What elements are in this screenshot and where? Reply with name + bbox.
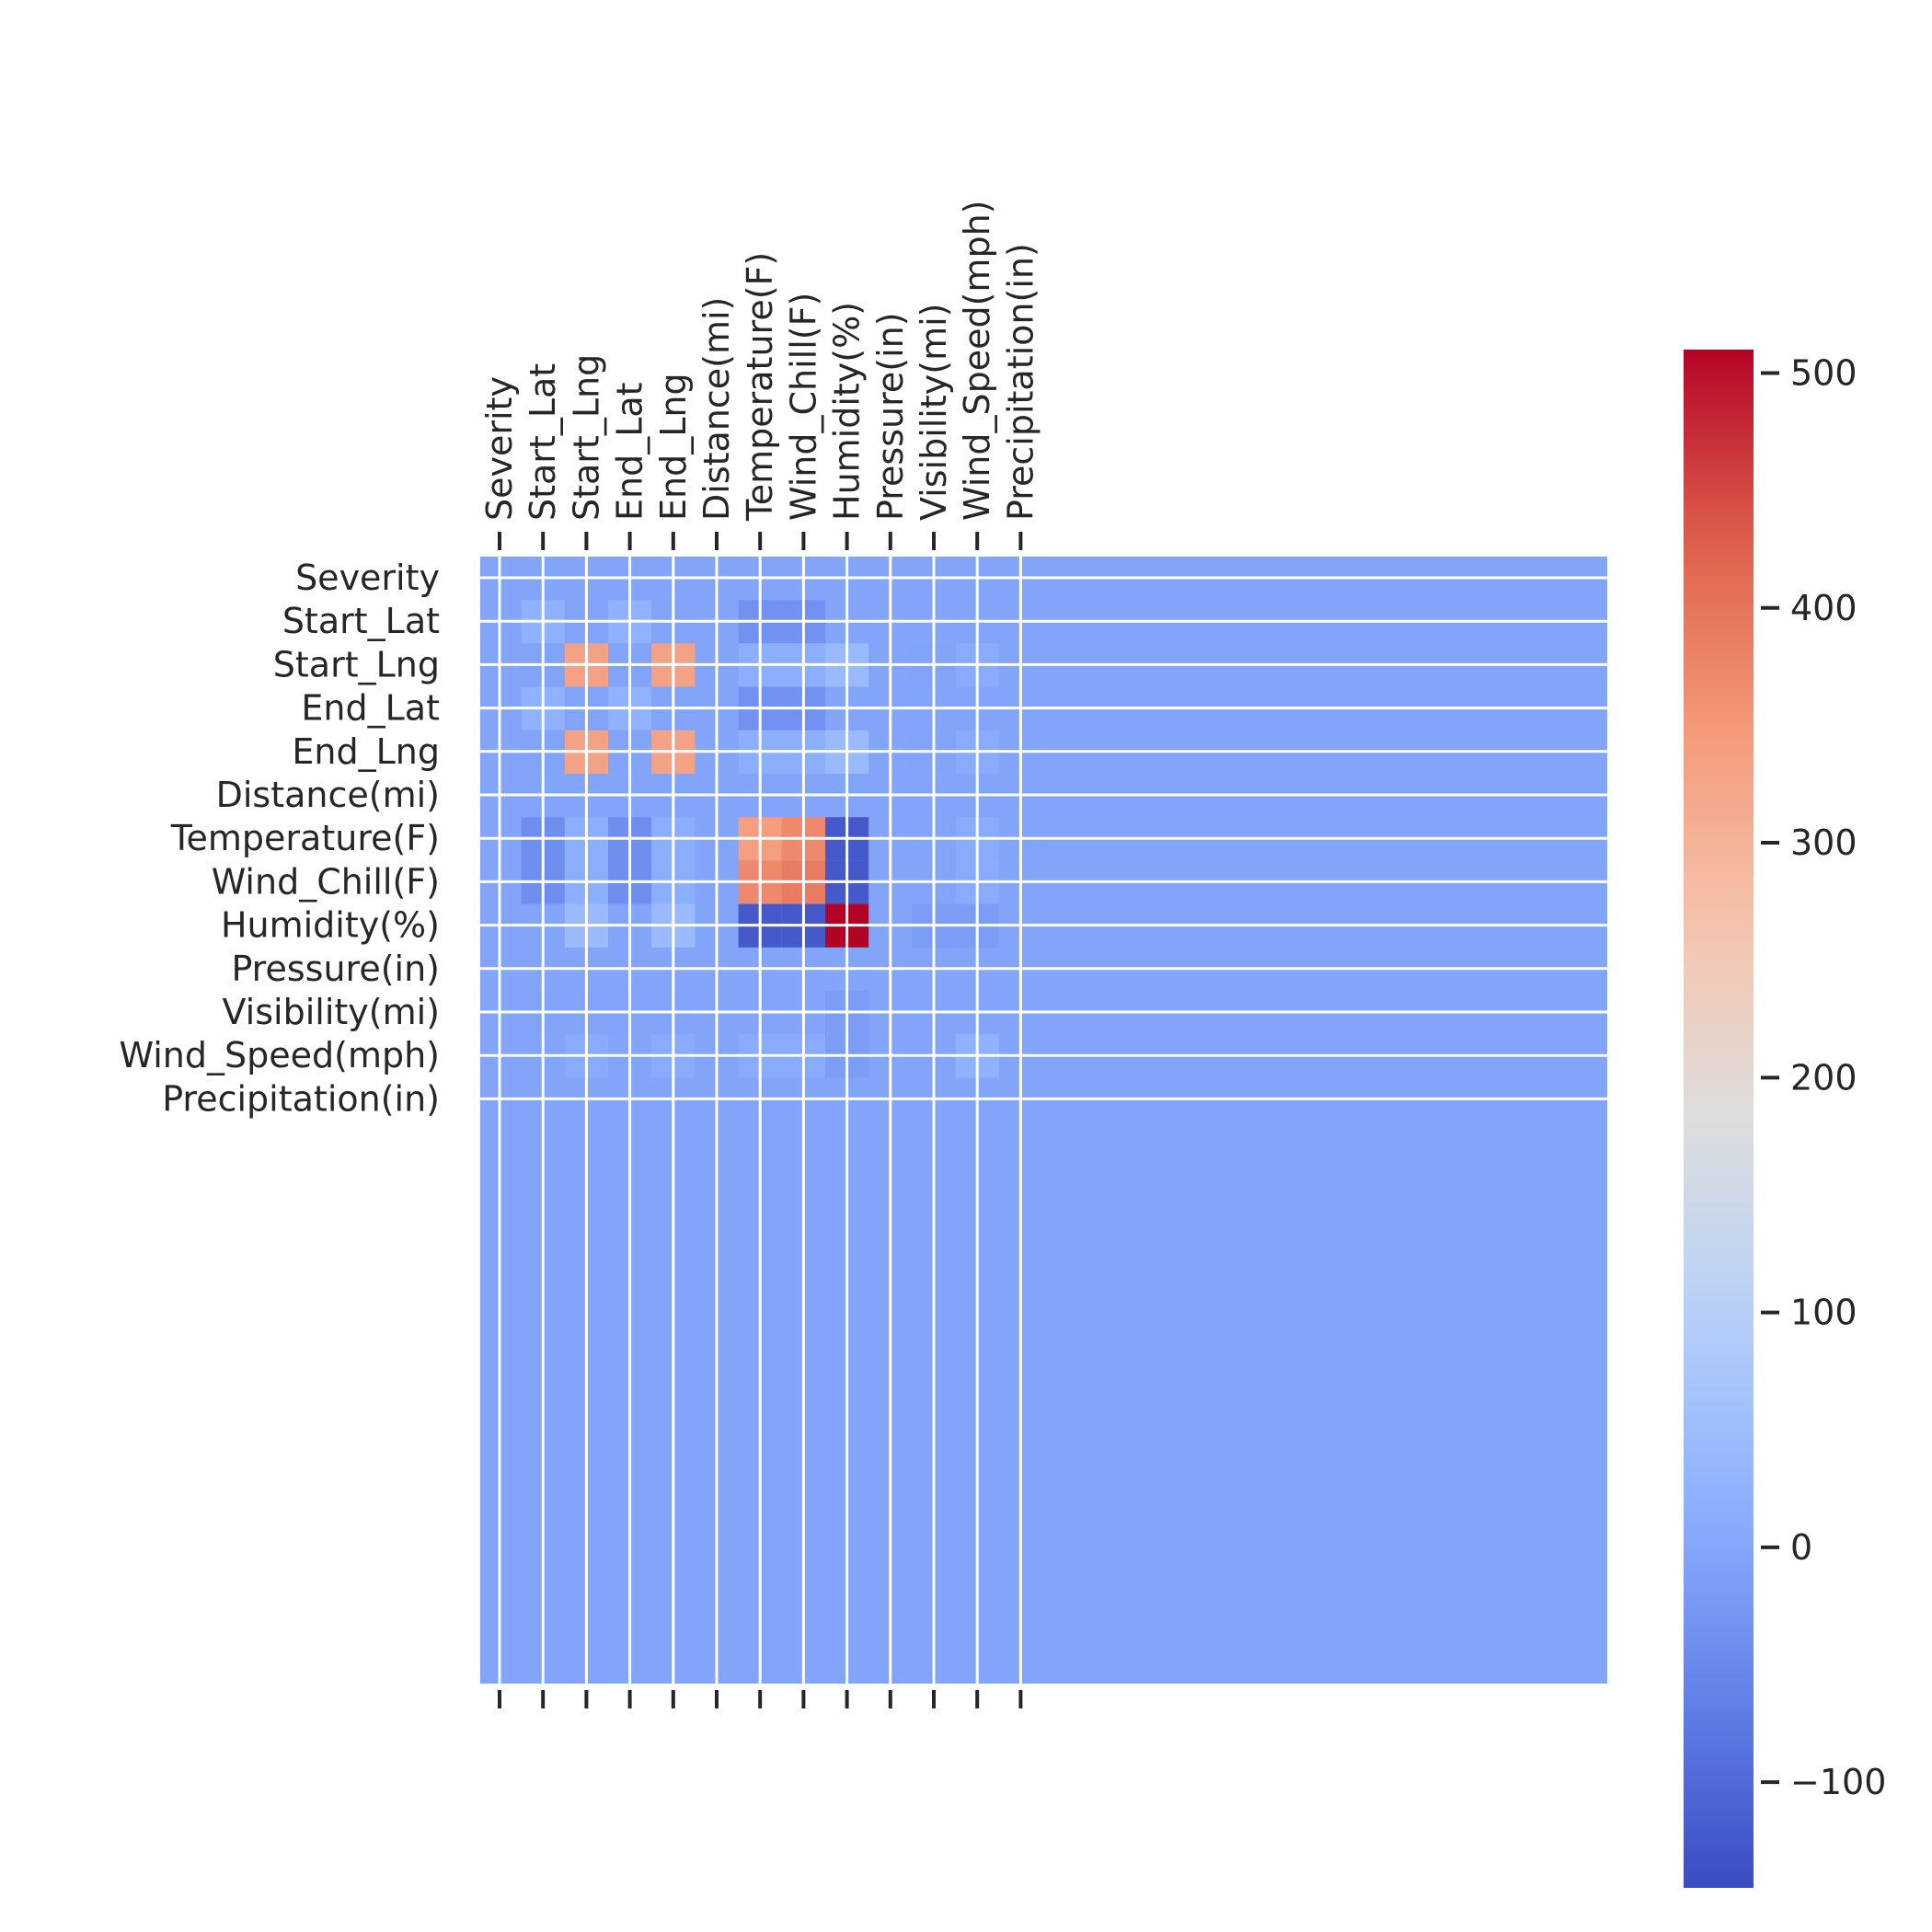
colorbar-tick-label: 0: [1790, 1527, 1812, 1568]
x-tick-label: Visibility(mi): [914, 304, 954, 521]
colorbar-tick-label: 200: [1790, 1057, 1857, 1098]
y-tick-label: Temperature(F): [170, 818, 440, 858]
colorbar-tick-label: 300: [1790, 822, 1857, 863]
x-tick-label: End_Lat: [610, 382, 650, 521]
x-tick-label: Pressure(in): [870, 312, 911, 521]
x-tick-label: Severity: [479, 376, 520, 521]
x-tick-label: Humidity(%): [827, 302, 868, 521]
y-tick-label: Visibility(mi): [223, 992, 440, 1032]
y-tick-label: End_Lng: [292, 731, 440, 772]
colorbar-tick-label: 500: [1790, 353, 1857, 394]
y-tick-label: Pressure(in): [231, 949, 440, 989]
y-tick-label: End_Lat: [301, 688, 440, 729]
x-tick-label: Temperature(F): [740, 252, 780, 522]
y-axis-ticks: SeverityStart_LatStart_LngEnd_LatEnd_Lng…: [120, 558, 441, 1119]
x-tick-label: Start_Lat: [523, 363, 563, 521]
y-tick-label: Humidity(%): [221, 905, 440, 946]
x-axis-ticks: Severity Start_Lat Start_Lng End_Lat End_Lng…: [479, 201, 1041, 1708]
colorbar-gradient: [1684, 350, 1754, 1888]
colorbar-tick-label: 400: [1790, 588, 1857, 628]
x-tick-label: Wind_Speed(mph): [957, 201, 997, 522]
x-tick-label: Wind_Chill(F): [783, 293, 823, 521]
y-tick-label: Wind_Chill(F): [212, 861, 440, 902]
y-tick-label: Wind_Speed(mph): [120, 1035, 441, 1075]
y-tick-label: Start_Lng: [273, 644, 440, 684]
x-tick-label: Start_Lng: [566, 354, 606, 521]
colorbar: −100 0 100 200 300 400 500: [1684, 350, 1886, 1888]
heatmap-plot-area: [480, 557, 1607, 1684]
colorbar-tick-label: −100: [1790, 1762, 1886, 1802]
colorbar-tick-label: 100: [1790, 1293, 1857, 1333]
x-tick-label: End_Lng: [653, 373, 694, 521]
y-tick-label: Severity: [295, 558, 440, 598]
y-tick-label: Precipitation(in): [162, 1078, 440, 1119]
x-tick-label: Distance(mi): [696, 297, 737, 521]
y-tick-label: Distance(mi): [216, 775, 440, 815]
x-tick-label: Precipitation(in): [1000, 243, 1041, 521]
y-tick-label: Start_Lat: [282, 601, 440, 641]
